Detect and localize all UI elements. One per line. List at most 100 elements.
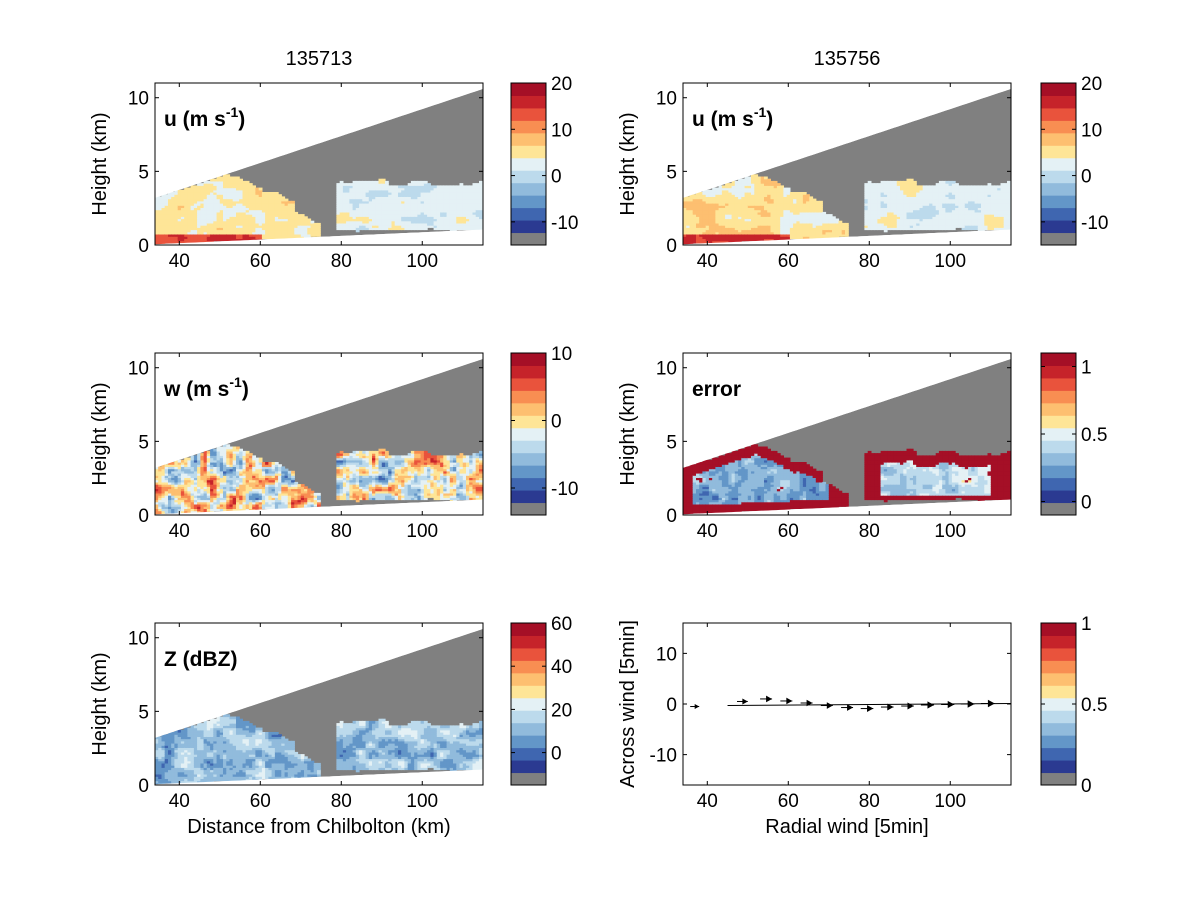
colorbar-swatch [511, 83, 546, 96]
colorbar-swatch [511, 353, 546, 366]
colorbar-swatch [1041, 747, 1076, 761]
x-tick-label: 60 [250, 521, 271, 542]
wind-vector [841, 704, 854, 711]
colorbar-tick-label: 20 [1081, 74, 1102, 95]
colorbar-swatch [511, 195, 546, 209]
field-label-sup: -1 [754, 104, 767, 120]
wind-vector [780, 697, 793, 705]
colorbar-swatch [511, 672, 546, 686]
y-tick-label: 5 [666, 162, 677, 183]
colorbar-swatch [511, 477, 546, 491]
x-tick-label: 100 [934, 521, 966, 542]
above-scan [155, 623, 483, 738]
y-tick-label: 10 [656, 359, 677, 380]
colorbar-swatch [1041, 415, 1076, 429]
colorbar-swatch [511, 220, 546, 234]
y-tick-label: 0 [666, 506, 677, 527]
colorbar: 60 40 20 0 [510, 614, 572, 786]
colorbar-swatch [1041, 195, 1076, 209]
colorbar-swatch [1041, 685, 1076, 699]
x-tick-label: 80 [859, 791, 880, 812]
plot-area [155, 353, 483, 515]
below-scan [155, 229, 483, 245]
y-tick-label: 0 [666, 695, 677, 716]
wind-vector [941, 700, 955, 709]
colorbar-swatch [1041, 157, 1076, 171]
plot-area [155, 623, 483, 785]
colorbar-swatch [1041, 502, 1076, 516]
panel-title: 135756 [814, 48, 881, 70]
wind-vector [981, 699, 995, 708]
x-tick-label: 40 [697, 251, 718, 272]
axis-frame [154, 622, 484, 786]
colorbar-swatch [511, 132, 546, 146]
x-tick-label: 60 [250, 251, 271, 272]
colorbar: 10.50 [1040, 614, 1107, 797]
colorbar-swatch [511, 145, 546, 159]
y-tick-label: 0 [666, 236, 677, 257]
x-tick-label: 100 [406, 251, 438, 272]
colorbar-tick-label: 10 [1081, 120, 1102, 141]
panel-title: 135713 [286, 48, 353, 70]
colorbar-swatch [511, 120, 546, 134]
colorbar-swatch [1041, 232, 1076, 246]
plot-area [683, 83, 1011, 245]
colorbar-swatch [1041, 623, 1076, 636]
x-tick-label: 100 [934, 251, 966, 272]
x-axis-label: Radial wind [5min] [765, 816, 928, 838]
field-label-text: w (m s [163, 378, 229, 401]
colorbar-swatch [511, 760, 546, 774]
colorbar-swatch [1041, 490, 1076, 504]
colorbar-swatch [1041, 427, 1076, 441]
y-tick-label: 5 [138, 162, 149, 183]
colorbar-tick-label: -10 [1081, 213, 1108, 234]
colorbar-swatch [1041, 107, 1076, 121]
x-tick-label: 80 [331, 521, 352, 542]
colorbar-swatch [511, 772, 546, 786]
colorbar-swatch [1041, 660, 1076, 674]
colorbar-swatch [511, 95, 546, 109]
colorbar-swatch [511, 710, 546, 724]
colorbar-swatch [1041, 440, 1076, 454]
colorbar: 20 10 0 -10 [1040, 74, 1108, 246]
y-axis-label: Across wind [5min] [617, 620, 639, 788]
x-tick-label: 40 [169, 251, 190, 272]
y-axis-label: Height (km) [617, 112, 639, 215]
wind-vector [960, 700, 975, 708]
colorbar-tick-label: 20 [551, 74, 572, 95]
colorbar-swatch [1041, 735, 1076, 749]
y-tick-label: 0 [138, 236, 149, 257]
colorbar-swatch [1041, 635, 1076, 649]
colorbar-swatch [1041, 145, 1076, 159]
y-tick-label: 0 [138, 776, 149, 797]
colorbar-tick-label: 20 [551, 700, 572, 721]
colorbar-swatch [1041, 120, 1076, 134]
colorbar-tick-label: 0 [551, 167, 562, 188]
colorbar-tick-label: -10 [551, 479, 578, 500]
colorbar-swatch [511, 465, 546, 479]
y-tick-label: 5 [138, 702, 149, 723]
colorbar-swatch [511, 747, 546, 761]
colorbar-swatch [1041, 365, 1076, 379]
x-tick-label: 100 [934, 791, 966, 812]
below-scan [155, 769, 483, 785]
colorbar-swatch [1041, 710, 1076, 724]
x-tick-label: 80 [859, 521, 880, 542]
colorbar-swatch [1041, 402, 1076, 416]
field-label: u (m s-1) [164, 104, 245, 131]
colorbar-swatch [511, 697, 546, 711]
above-scan [683, 83, 1011, 198]
y-axis-label: Height (km) [89, 652, 111, 755]
above-scan [683, 353, 1011, 468]
colorbar-swatch [1041, 672, 1076, 686]
plot-area [155, 83, 483, 245]
colorbar-swatch [1041, 390, 1076, 404]
colorbar-swatch [1041, 760, 1076, 774]
x-tick-label: 80 [859, 251, 880, 272]
colorbar-swatch [1041, 83, 1076, 96]
wind-vector [920, 701, 935, 709]
x-tick-label: 40 [697, 791, 718, 812]
colorbar-swatch [1041, 95, 1076, 109]
above-scan [155, 83, 483, 198]
